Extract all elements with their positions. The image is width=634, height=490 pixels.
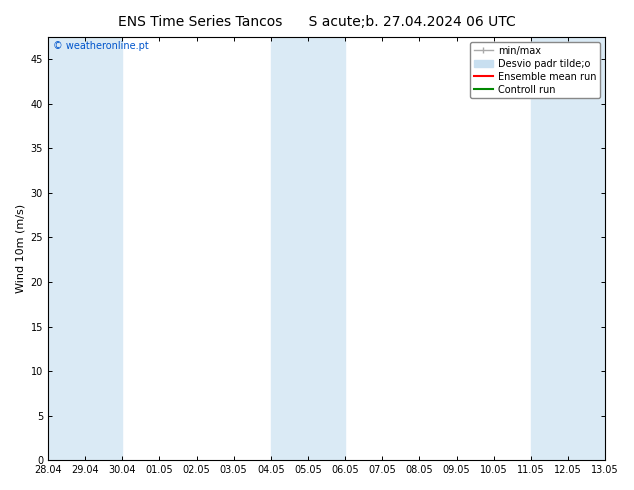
Text: ENS Time Series Tancos      S acute;b. 27.04.2024 06 UTC: ENS Time Series Tancos S acute;b. 27.04.… bbox=[118, 15, 516, 29]
Bar bbox=[308, 37, 345, 460]
Y-axis label: Wind 10m (m/s): Wind 10m (m/s) bbox=[15, 204, 25, 293]
Bar bbox=[48, 37, 85, 460]
Legend: min/max, Desvio padr tilde;o, Ensemble mean run, Controll run: min/max, Desvio padr tilde;o, Ensemble m… bbox=[470, 42, 600, 98]
Text: © weatheronline.pt: © weatheronline.pt bbox=[53, 41, 149, 51]
Bar bbox=[568, 37, 605, 460]
Bar bbox=[85, 37, 122, 460]
Bar bbox=[531, 37, 568, 460]
Bar bbox=[271, 37, 308, 460]
